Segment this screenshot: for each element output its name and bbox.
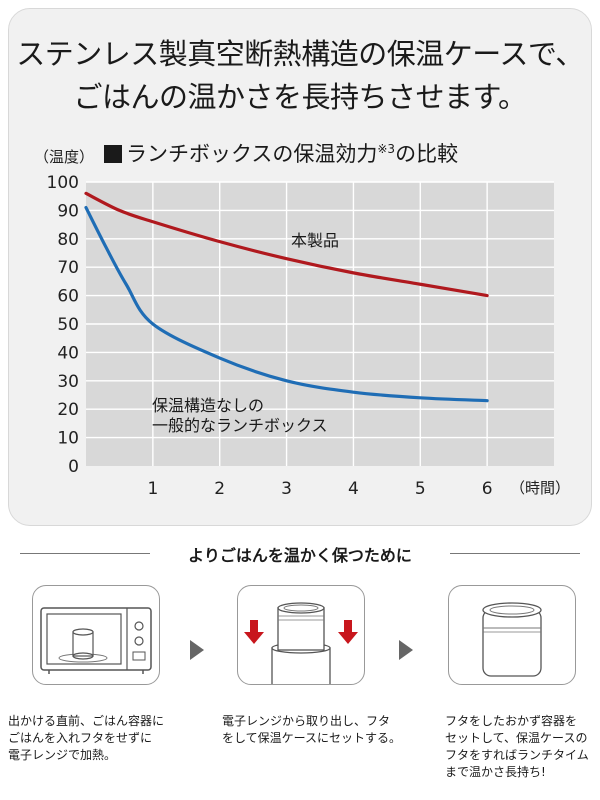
- y-tick-label: 40: [57, 343, 79, 363]
- series-line-product: [84, 191, 489, 298]
- chart-title-footnote: ※3: [377, 142, 396, 156]
- y-tick-label: 100: [47, 173, 79, 193]
- insert-container-icon: [244, 602, 358, 689]
- series-label-product: 本製品: [291, 231, 339, 250]
- line-chart: 0 10 20 30 40 50 60 70 80 90 100 1 2 3 4 5 6 （時間） 本製品保温構造な…: [47, 173, 570, 499]
- headline-line-1: ステンレス製真空断熱構造の保温ケースで、: [16, 37, 584, 71]
- step-3-text: フタをしたおかず容器を セットして、保温ケースの フタをすればランチタイム まで…: [445, 714, 589, 779]
- section-divider: よりごはんを温かく保つために: [20, 541, 580, 565]
- chart-title-main: ランチボックスの保温効力: [126, 142, 378, 166]
- x-tick-label: 2: [214, 479, 225, 499]
- chart-title: ランチボックスの保温効力※3の比較: [104, 138, 458, 168]
- step-1-illustration: [32, 585, 160, 685]
- x-tick-label: 5: [415, 479, 426, 499]
- square-bullet-icon: [104, 145, 122, 163]
- lunch-jar-icon: [482, 602, 542, 677]
- step-arrow-2: [399, 640, 413, 660]
- x-tick-label: 4: [348, 479, 359, 499]
- y-tick-label: 30: [57, 372, 79, 392]
- chart-title-tail: の比較: [395, 142, 459, 166]
- series-label-plain-line-2: 一般的なランチボックス: [152, 416, 328, 435]
- y-tick-label: 90: [57, 201, 79, 221]
- y-tick-label: 80: [57, 230, 79, 250]
- y-tick-label: 70: [57, 258, 79, 278]
- divider-line-left: [20, 553, 150, 554]
- headline-line-2: ごはんの温かさを長持ちさせます。: [73, 80, 527, 114]
- x-tick-label: 1: [147, 479, 158, 499]
- step-1-text: 出かける直前、ごはん容器に ごはんを入れフタをせずに 電子レンジで加熱。: [8, 714, 165, 762]
- divider-line-right: [450, 553, 580, 554]
- step-2-illustration: [237, 585, 365, 689]
- step-arrow-1: [190, 640, 204, 660]
- series-line-plain: [84, 205, 489, 403]
- y-tick-label: 0: [68, 457, 79, 477]
- step-3-illustration: [448, 585, 576, 685]
- y-tick-label: 10: [57, 429, 79, 449]
- x-tick-label: 6: [482, 479, 493, 499]
- microwave-icon: [40, 607, 152, 674]
- x-tick-label: 3: [281, 479, 292, 499]
- step-2-text: 電子レンジから取り出し、フタ をして保温ケースにセットする。: [222, 714, 402, 745]
- y-tick-label: 60: [57, 287, 79, 307]
- y-tick-label: 20: [57, 400, 79, 420]
- section-heading: よりごはんを温かく保つために: [188, 546, 412, 565]
- y-tick-label: 50: [57, 315, 79, 335]
- series-label-plain-line-1: 保温構造なしの: [152, 396, 264, 415]
- y-axis-label: （温度）: [34, 148, 95, 166]
- x-axis-label: （時間）: [510, 479, 570, 497]
